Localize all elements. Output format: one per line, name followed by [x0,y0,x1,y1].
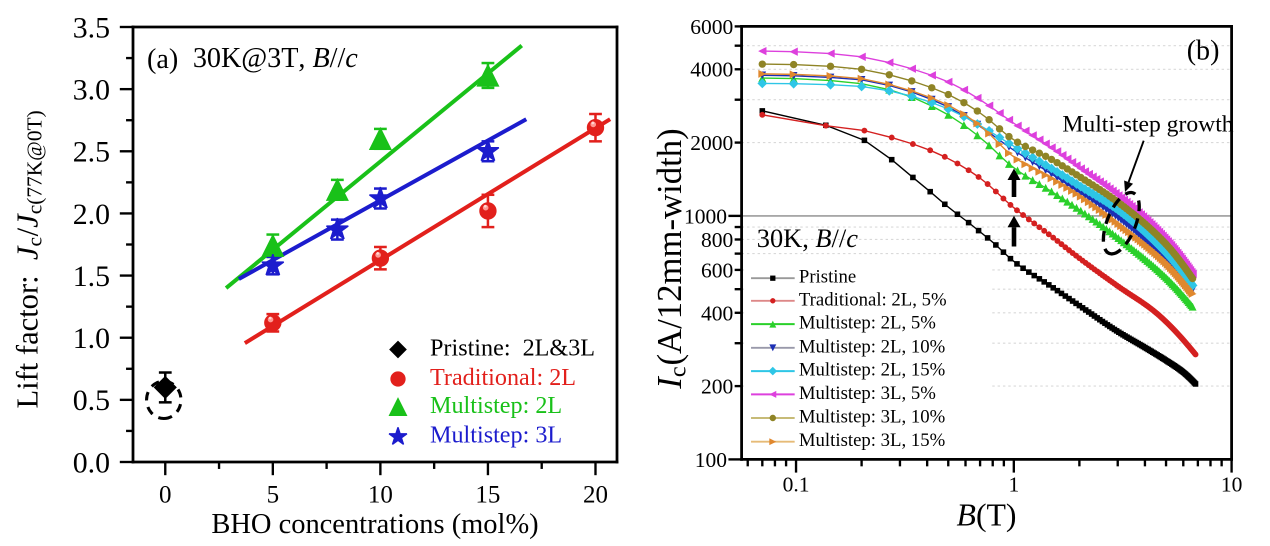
svg-text:2.5: 2.5 [73,136,110,169]
svg-text:4000: 4000 [690,58,733,82]
svg-text:Multistep: 2L, 15%: Multistep: 2L, 15% [799,360,945,381]
svg-text:1.5: 1.5 [73,260,110,293]
svg-text:B ( T ): B ( T ) [957,497,1056,532]
svg-text:0: 0 [159,481,172,508]
svg-text:L i f t: L i f t f a c t o r : / J J c c ( 7 7 K [10,71,46,408]
svg-text:Pristine: 2L&3L: Pristine: 2L&3L [430,334,595,361]
svg-text:Pristine: Pristine [799,267,856,288]
svg-text:10: 10 [368,481,393,508]
svg-text:Traditional: 2L: Traditional: 2L [430,364,576,391]
svg-text:600: 600 [701,258,733,282]
svg-text:Multistep: 3L, 5%: Multistep: 3L, 5% [799,383,936,404]
svg-text:2000: 2000 [690,131,733,155]
svg-text:20: 20 [583,481,608,508]
svg-text:3.0: 3.0 [73,74,110,107]
svg-text:5: 5 [267,481,280,508]
svg-text:0.1: 0.1 [783,473,810,497]
svg-text:1.0: 1.0 [73,322,110,355]
svg-text:3 0 K ,: 3 0 K , / / B c [757,223,891,253]
svg-text:(b): (b) [1187,35,1220,66]
svg-text:1000: 1000 [684,204,727,228]
svg-text:I c ( A: I c ( A / 1 2 m m - w i d t h ) [650,89,692,389]
svg-text:Multistep: 2L, 5%: Multistep: 2L, 5% [799,313,936,334]
svg-text:2.0: 2.0 [73,198,110,231]
svg-text:(a): (a) [147,44,178,75]
svg-text:0.0: 0.0 [73,446,110,479]
svg-text:15: 15 [475,481,500,508]
svg-text:0.5: 0.5 [73,384,110,417]
svg-text:3 0 K @: 3 0 K @ 3 T , / / B c [193,43,391,74]
svg-text:BHO concentrations (mol%): BHO concentrations (mol%) [211,509,538,540]
svg-text:Multistep: 3L, 10%: Multistep: 3L, 10% [799,407,945,428]
svg-text:Multi-step growth: Multi-step growth [1062,112,1233,138]
svg-text:6000: 6000 [690,15,733,39]
svg-text:1: 1 [1008,473,1019,497]
svg-text:100: 100 [695,448,727,472]
svg-text:800: 800 [701,228,733,252]
svg-text:400: 400 [701,301,733,325]
svg-text:10: 10 [1221,473,1243,497]
svg-text:Multistep: 2L, 10%: Multistep: 2L, 10% [799,336,945,357]
svg-text:Traditional: 2L, 5%: Traditional: 2L, 5% [799,289,947,310]
svg-text:Multistep: 3L, 15%: Multistep: 3L, 15% [799,430,945,451]
svg-text:Multistep: 2L: Multistep: 2L [430,392,562,419]
svg-text:Multistep: 3L: Multistep: 3L [430,422,562,449]
svg-text:3.5: 3.5 [73,11,110,44]
svg-text:200: 200 [701,375,733,399]
